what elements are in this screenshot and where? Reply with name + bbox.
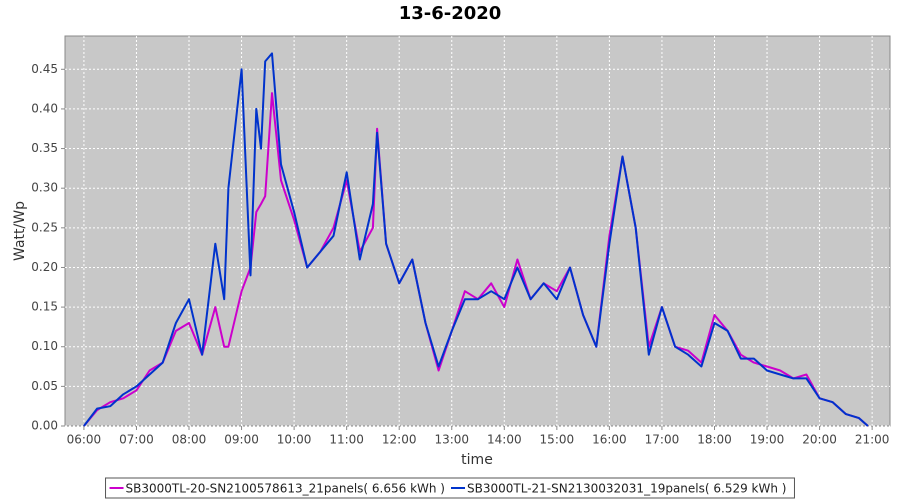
y-tick-label: 0.05 — [31, 379, 58, 393]
x-tick-label: 15:00 — [540, 433, 575, 447]
x-axis-label: time — [461, 452, 493, 468]
x-tick-label: 06:00 — [67, 433, 102, 447]
plot-area — [64, 35, 891, 427]
x-tick-label: 17:00 — [645, 433, 680, 447]
y-axis-label: Watt/Wp — [12, 201, 28, 261]
y-tick-label: 0.30 — [31, 181, 58, 195]
chart-title: 13-6-2020 — [399, 3, 502, 24]
x-tick-label: 12:00 — [382, 433, 417, 447]
series-line — [83, 52, 869, 427]
y-tick-label: 0.25 — [31, 220, 58, 234]
x-tick-label: 19:00 — [750, 433, 785, 447]
x-tick-label: 14:00 — [487, 433, 522, 447]
y-tick-label: 0.15 — [31, 300, 58, 314]
y-tick-label: 0.00 — [31, 419, 58, 433]
y-tick-label: 0.35 — [31, 141, 58, 155]
x-tick-label: 10:00 — [277, 433, 312, 447]
x-tick-label: 18:00 — [697, 433, 732, 447]
x-tick-label: 13:00 — [434, 433, 469, 447]
x-tick-label: 21:00 — [855, 433, 890, 447]
x-tick-label: 20:00 — [802, 433, 837, 447]
legend-box — [105, 477, 795, 499]
y-tick-label: 0.20 — [31, 260, 58, 274]
x-tick-label: 16:00 — [592, 433, 627, 447]
x-tick-label: 08:00 — [172, 433, 207, 447]
y-tick-label: 0.45 — [31, 62, 58, 76]
x-tick-label: 07:00 — [119, 433, 154, 447]
x-tick-label: 11:00 — [329, 433, 364, 447]
legend: SB3000TL-20-SN2100578613_21panels( 6.656… — [105, 477, 795, 499]
y-tick-label: 0.40 — [31, 101, 58, 115]
legend-label: SB3000TL-21-SN2130032031_19panels( 6.529… — [467, 482, 786, 496]
y-tick-label: 0.10 — [31, 339, 58, 353]
legend-label: SB3000TL-20-SN2100578613_21panels( 6.656… — [126, 482, 445, 496]
x-tick-label: 09:00 — [224, 433, 259, 447]
